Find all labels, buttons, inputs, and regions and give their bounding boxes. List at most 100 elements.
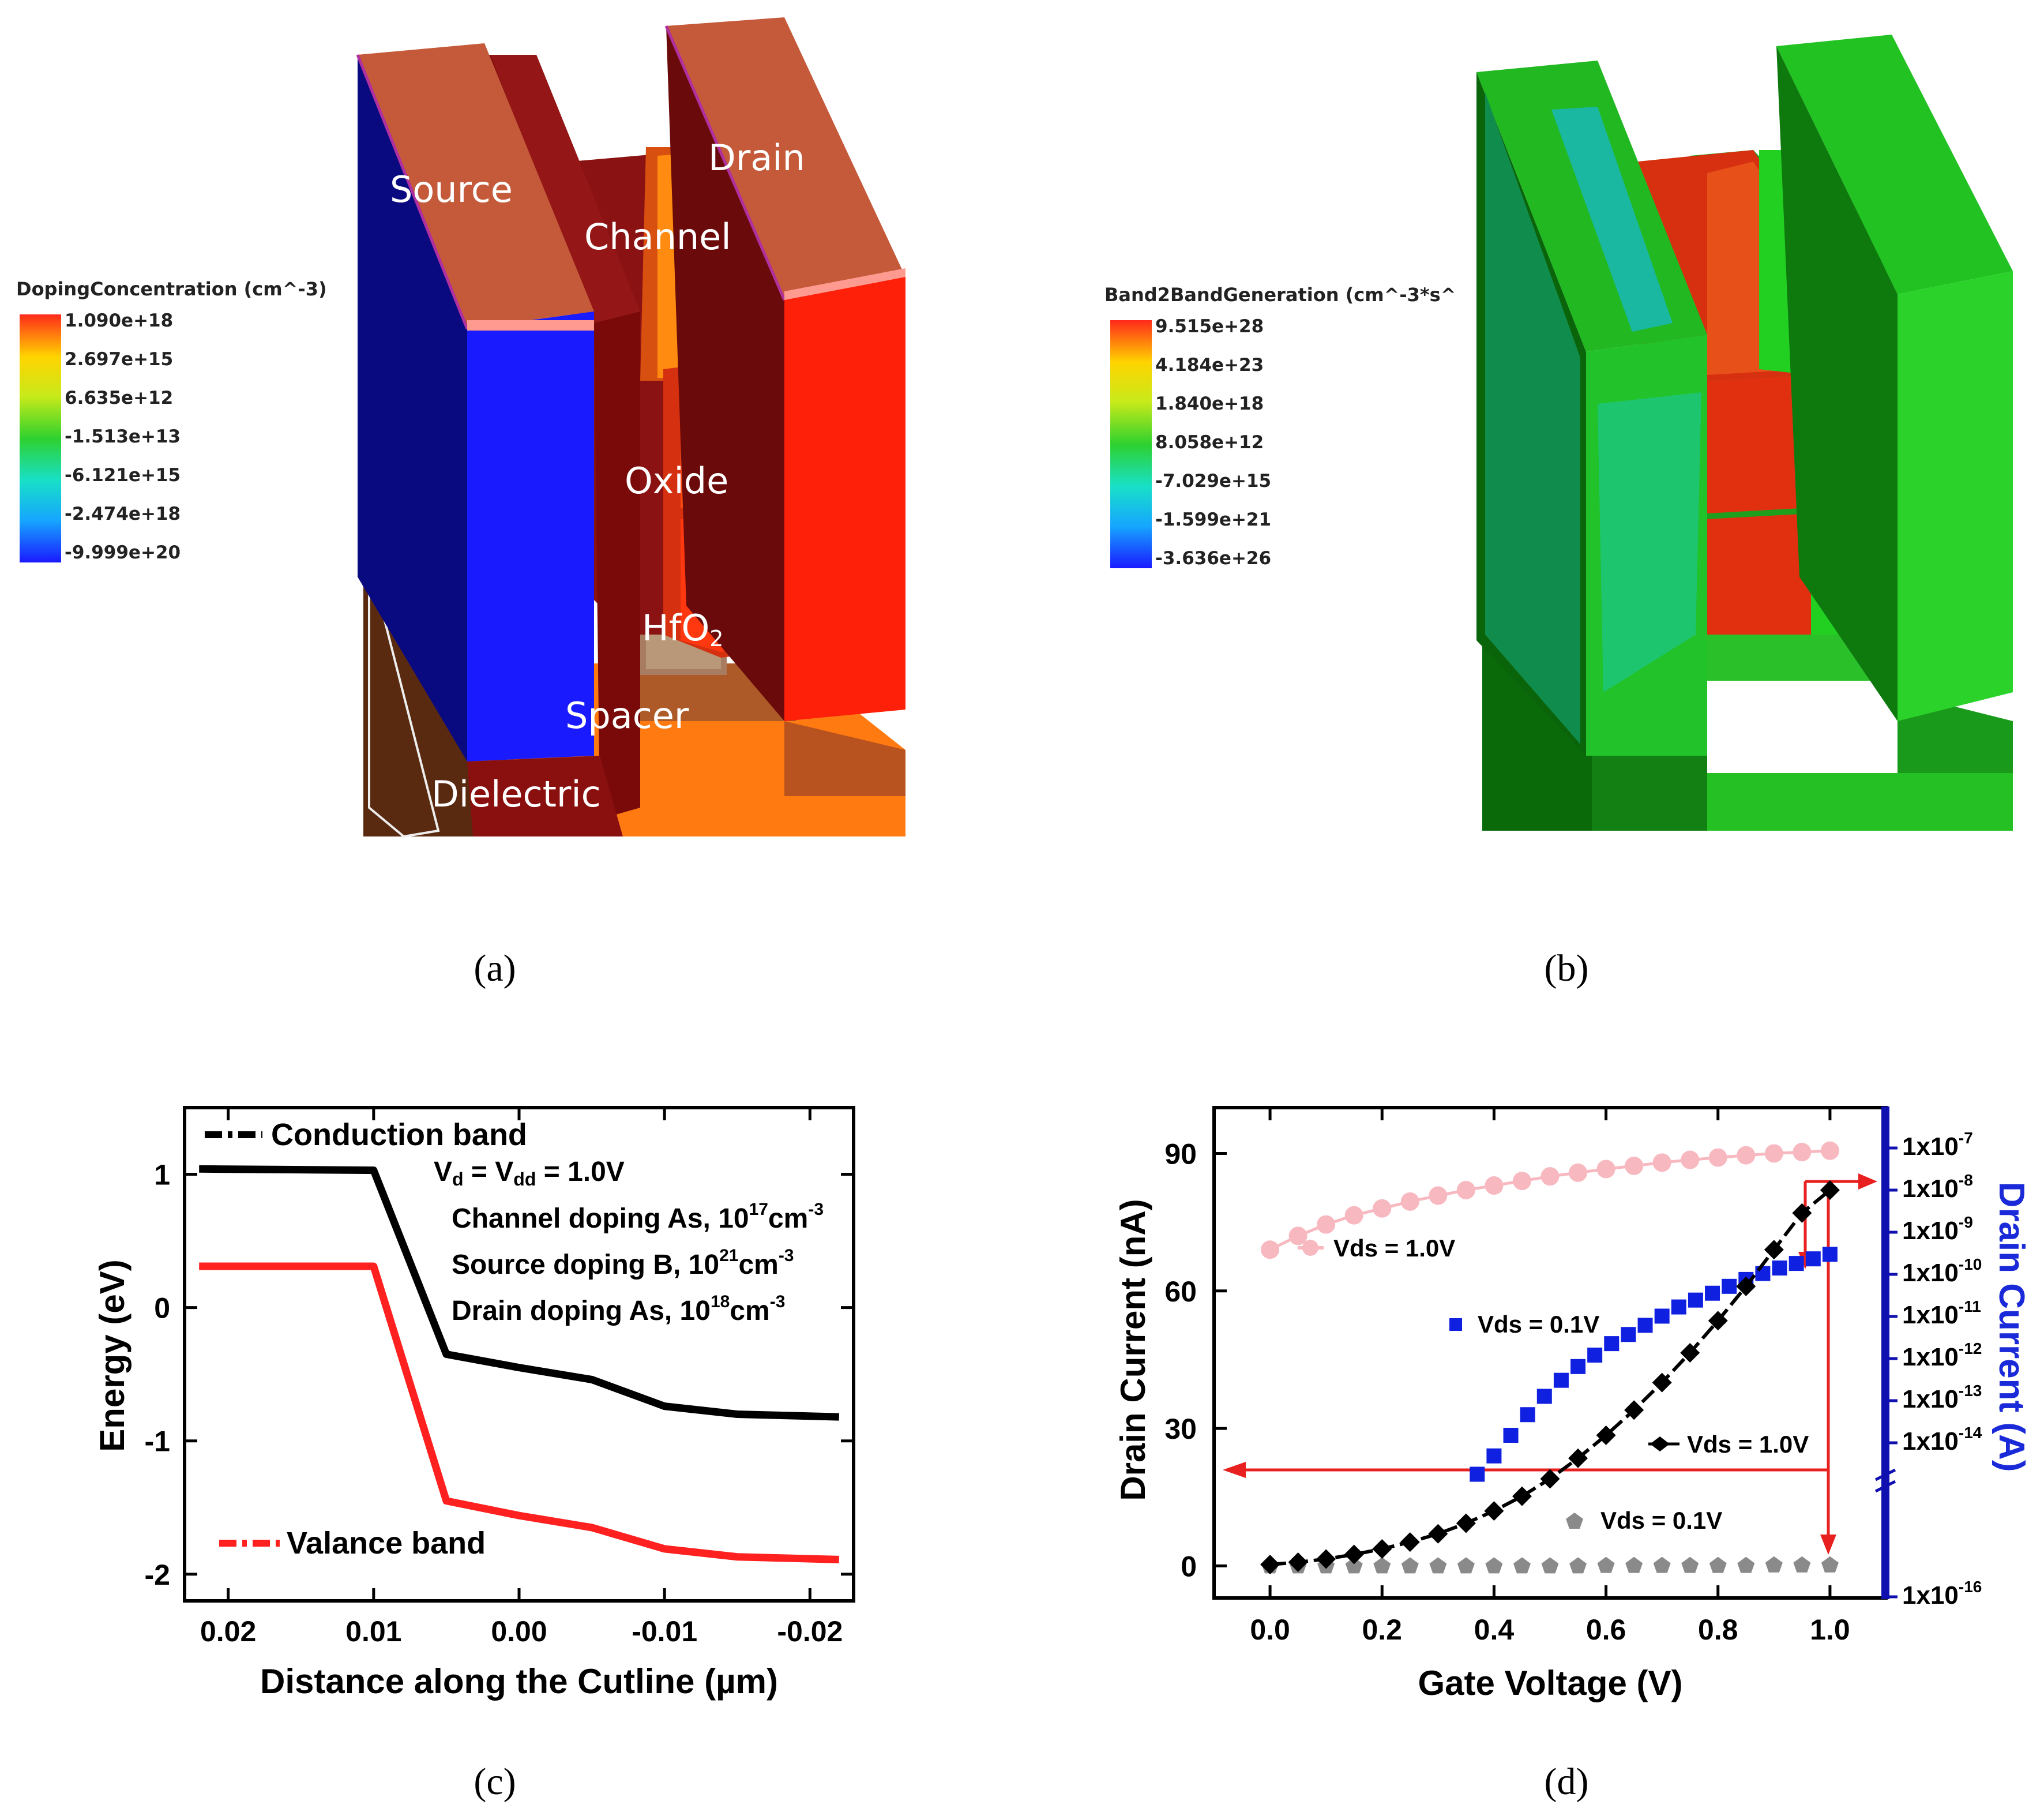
data-point-circle (1344, 1206, 1363, 1225)
data-point-square (1671, 1299, 1686, 1315)
x-tick-label: -0.01 (632, 1615, 697, 1648)
legend-a-colorbar (20, 314, 61, 562)
data-point-square (1805, 1251, 1821, 1267)
device-3d-a (356, 17, 905, 838)
right-axis-break (1874, 1468, 1896, 1493)
data-point-pentagon (1625, 1556, 1643, 1573)
data-point-diamond (1456, 1513, 1476, 1533)
data-point-pentagon (1373, 1557, 1391, 1574)
x-tick-label: 0.02 (200, 1615, 256, 1648)
data-point-square (1486, 1448, 1502, 1464)
legend-b-value: -1.599e+21 (1155, 509, 1271, 530)
data-point-square (1536, 1389, 1552, 1404)
data-point-circle (1512, 1172, 1531, 1191)
right-tick: 1x10-10 (1902, 1255, 1982, 1287)
data-point-square (1503, 1427, 1519, 1443)
y-tick-label: 0 (154, 1292, 170, 1325)
data-point-circle (1485, 1176, 1504, 1195)
data-point-diamond (1512, 1486, 1532, 1506)
data-point-pentagon (1541, 1557, 1559, 1574)
data-point-pentagon (1429, 1557, 1447, 1574)
data-point-diamond (1680, 1343, 1700, 1363)
series-circle (1261, 1141, 1839, 1259)
data-point-circle (1625, 1156, 1644, 1175)
right-tick: 1x10-9 (1902, 1213, 1973, 1245)
label-source: Source (390, 168, 513, 211)
right-tick: 1x10-11 (1902, 1297, 1981, 1329)
data-point-pentagon (1401, 1557, 1419, 1574)
data-point-square (1755, 1266, 1771, 1281)
legend-c-valance-label: Valance band (287, 1526, 486, 1560)
panel-b: Band2BandGeneration (cm^-3*s^ 9.515e+28 … (1104, 35, 2013, 989)
data-point-diamond (1400, 1532, 1420, 1552)
right-tick: 1x10-16 (1902, 1578, 1982, 1610)
data-point-pentagon (1597, 1556, 1615, 1573)
data-point-square (1722, 1278, 1737, 1294)
data-point-diamond (1288, 1552, 1308, 1573)
data-point-diamond (1764, 1240, 1784, 1260)
y-tick-label: 90 (1164, 1138, 1197, 1170)
data-point-square (1520, 1407, 1535, 1423)
data-point-circle (1596, 1160, 1615, 1179)
plot-c-series (199, 1165, 839, 1563)
x-tick-label: 0.2 (1362, 1614, 1402, 1646)
y-tick-label: -1 (145, 1425, 170, 1458)
plot-d-right-ticks: 1x10-7 1x10-8 1x10-9 1x10-10 1x10-11 1x1… (1902, 1129, 1982, 1610)
x-tick-label: 1.0 (1810, 1614, 1850, 1646)
plot-d-ylabel: Drain Current (nA) (1114, 1199, 1152, 1500)
device-a-labels: Source Drain Channel Oxide HfO2 Spacer D… (390, 137, 805, 815)
right-tick: 1x10-7 (1902, 1129, 1973, 1161)
data-point-square (1772, 1260, 1787, 1276)
legend-b-value: 1.840e+18 (1155, 393, 1264, 414)
arrow-down-head (1820, 1535, 1836, 1555)
data-point-circle (1429, 1186, 1448, 1205)
data-point-pentagon (1709, 1556, 1727, 1573)
data-point-diamond (1260, 1555, 1280, 1575)
legend-a-value: 2.697e+15 (65, 349, 173, 370)
data-point-diamond (1540, 1469, 1560, 1489)
plot-d-right-ylabel: Drain Current (A) (1992, 1182, 2031, 1472)
legend-b-colorbar (1110, 320, 1152, 568)
data-point-pentagon (1513, 1557, 1531, 1574)
label-hfo2: HfO2 (642, 607, 723, 651)
data-point-circle (1456, 1180, 1475, 1199)
data-point-square (1688, 1292, 1703, 1308)
right-tick: 1x10-14 (1902, 1424, 1982, 1455)
legend-d-blue-marker (1449, 1318, 1462, 1331)
data-point-circle (1652, 1153, 1671, 1172)
legend-a-value: 6.635e+12 (65, 388, 173, 408)
data-point-circle (1737, 1146, 1756, 1165)
data-point-square (1570, 1359, 1586, 1374)
label-spacer: Spacer (565, 695, 689, 737)
arrow-left-head (1223, 1462, 1246, 1478)
data-point-circle (1400, 1192, 1419, 1211)
panel-c: 0.02 0.01 0.00 -0.01 -0.02 1 0 -1 -2 Conduction … (93, 1106, 855, 1803)
plot-c-xlabel: Distance along the Cutline (µm) (260, 1662, 778, 1701)
caption-c: (c) (474, 1761, 516, 1803)
plot-d-ticks: 0.0 0.2 0.4 0.6 0.8 1.0 0 30 60 90 (1164, 1108, 1850, 1646)
x-tick-label: 0.4 (1474, 1614, 1515, 1646)
label-oxide: Oxide (625, 460, 728, 502)
data-point-pentagon (1457, 1557, 1475, 1574)
y-tick-label: 30 (1164, 1413, 1197, 1445)
legend-d-pink-label: Vds = 1.0V (1333, 1235, 1455, 1262)
panel-d: 0.0 0.2 0.4 0.6 0.8 1.0 0 30 60 90 Vds = 1.0V Vds… (1114, 1106, 2031, 1803)
plot-c-ylabel: Energy (eV) (93, 1259, 131, 1451)
data-point-square (1470, 1466, 1485, 1482)
caption-d: (d) (1545, 1761, 1589, 1803)
data-point-diamond (1596, 1425, 1616, 1445)
data-point-diamond (1820, 1180, 1840, 1200)
legend-c-conduction-label: Conduction band (271, 1117, 527, 1152)
data-point-square (1621, 1327, 1636, 1342)
valance-band-line (199, 1262, 839, 1563)
data-point-circle (1288, 1226, 1307, 1245)
data-point-square (1587, 1347, 1603, 1363)
x-tick-label: 0.0 (1250, 1614, 1290, 1646)
legend-b-title: Band2BandGeneration (cm^-3*s^ (1104, 284, 1456, 306)
data-point-pentagon (1653, 1556, 1671, 1573)
x-tick-label: 0.00 (491, 1615, 547, 1648)
data-point-diamond (1484, 1501, 1504, 1521)
legend-b-value: 4.184e+23 (1155, 355, 1264, 376)
plot-d-xlabel: Gate Voltage (V) (1418, 1664, 1683, 1702)
